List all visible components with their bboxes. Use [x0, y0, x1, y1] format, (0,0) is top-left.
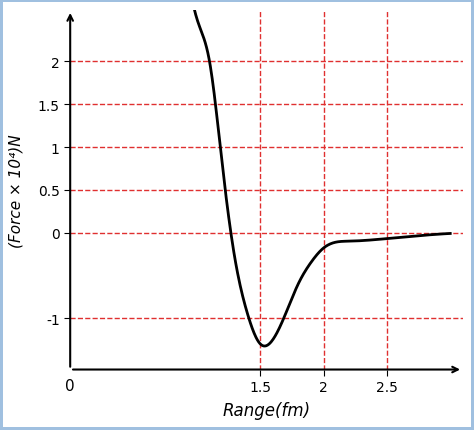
X-axis label: Range(fm): Range(fm) [222, 401, 310, 419]
Y-axis label: (Force × 10⁴)N: (Force × 10⁴)N [8, 134, 23, 247]
Text: 0: 0 [65, 378, 75, 393]
